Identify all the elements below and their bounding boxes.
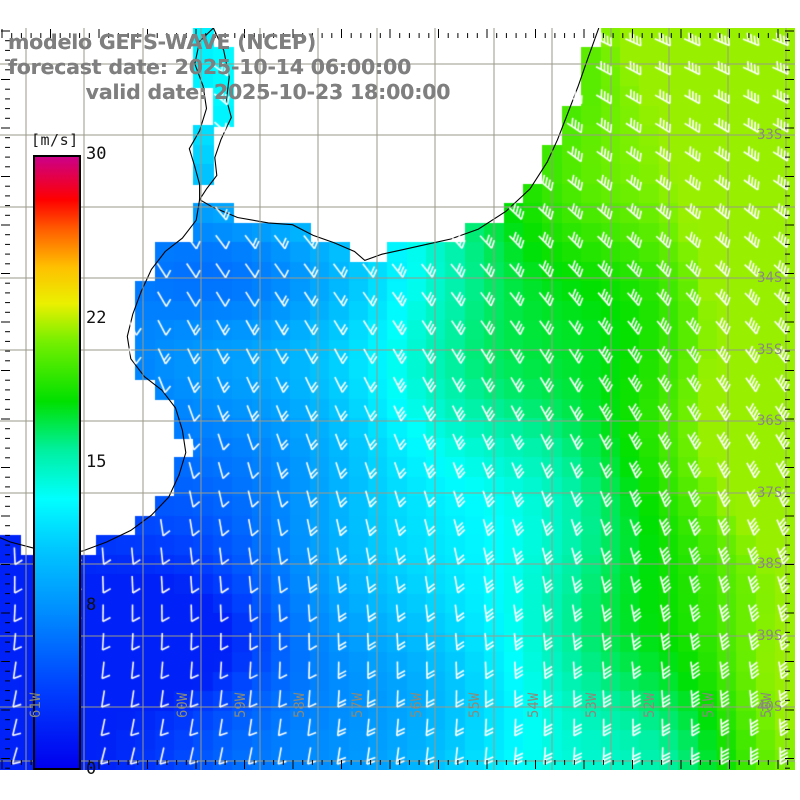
lat-label-33S: 33S [757,127,783,143]
lat-label-39S: 39S [757,628,783,644]
lat-label-40S: 40S [757,699,783,715]
colorbar-unit-label: [m/s] [31,131,79,149]
lat-label-37S: 37S [757,485,783,501]
lon-label-52W: 52W [642,692,658,718]
lon-label-51W: 51W [701,692,717,718]
lon-label-50W: 50W [759,692,775,718]
lon-label-59W: 59W [233,692,249,718]
ruler-ticks-right [785,30,794,769]
lat-label-34S: 34S [757,270,783,286]
lon-label-53W: 53W [584,692,600,718]
colorbar-gradient [35,157,79,768]
ruler-ticks-top [1,29,789,38]
lon-label-54W: 54W [526,692,542,718]
lat-label-38S: 38S [757,556,783,572]
lon-label-55W: 55W [467,692,483,718]
lat-label-35S: 35S [757,342,783,358]
map-plot-area[interactable] [0,28,795,770]
lon-label-57W: 57W [350,692,366,718]
lon-label-61W: 61W [28,692,44,718]
ruler-ticks-left [1,30,10,769]
colorbar-tick-8: 8 [86,595,97,615]
wind-barb-overlay [0,28,795,770]
ruler-ticks-bottom [1,760,789,769]
lat-label-36S: 36S [757,413,783,429]
colorbar-tick-30: 30 [86,144,107,164]
colorbar-tick-15: 15 [86,451,107,472]
lon-label-58W: 58W [292,692,308,718]
colorbar-tick-0: 0 [86,759,97,779]
lon-label-60W: 60W [175,692,191,718]
lon-label-56W: 56W [409,692,425,718]
colorbar [33,155,81,770]
colorbar-tick-22: 22 [86,308,107,328]
